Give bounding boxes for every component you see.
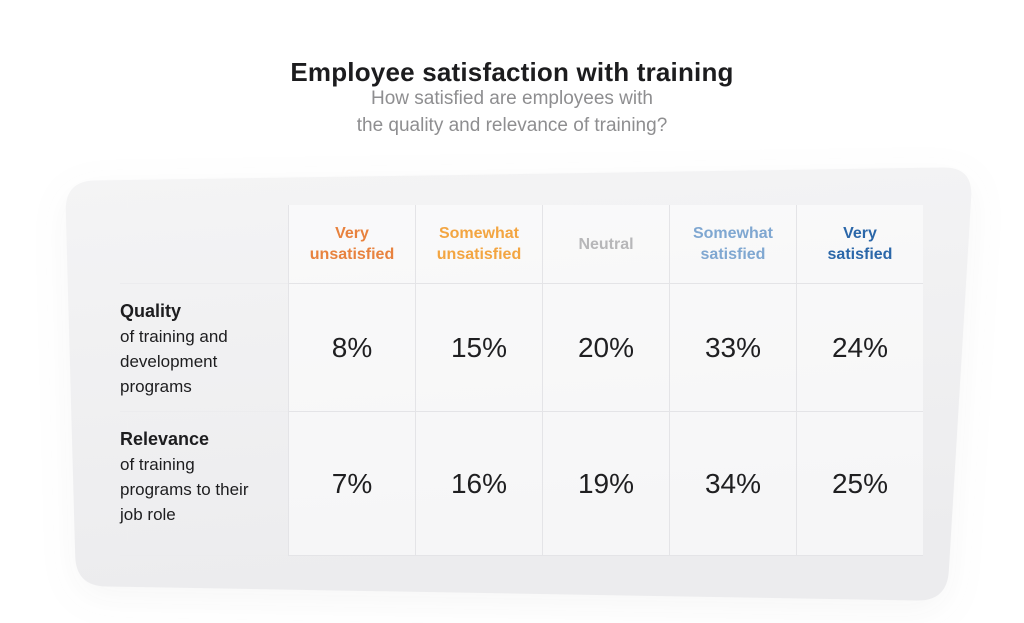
column-header-neutral: Neutral bbox=[542, 205, 669, 283]
value-relevance-very-unsatisfied: 7% bbox=[288, 411, 415, 556]
column-header-somewhat-satisfied: Somewhat satisfied bbox=[669, 205, 796, 283]
value-quality-very-unsatisfied: 8% bbox=[288, 283, 415, 411]
row-description-quality: of training and development programs bbox=[120, 327, 228, 396]
value-quality-somewhat-unsatisfied: 15% bbox=[415, 283, 542, 411]
column-header-very-unsatisfied: Very unsatisfied bbox=[288, 205, 415, 283]
satisfaction-table: Very unsatisfied Somewhat unsatisfied Ne… bbox=[120, 205, 923, 556]
value-quality-somewhat-satisfied: 33% bbox=[669, 283, 796, 411]
subtitle-line-2: the quality and relevance of training? bbox=[356, 115, 668, 136]
value-relevance-somewhat-unsatisfied: 16% bbox=[415, 411, 542, 556]
column-header-very-satisfied: Very satisfied bbox=[796, 205, 923, 283]
value-relevance-very-satisfied: 25% bbox=[796, 411, 923, 556]
value-relevance-somewhat-satisfied: 34% bbox=[669, 411, 796, 556]
header-spacer-cell bbox=[120, 205, 288, 283]
page-title: Employee satisfaction with training bbox=[290, 57, 734, 88]
value-relevance-neutral: 19% bbox=[542, 411, 669, 556]
subtitle-line-1: How satisfied are employees with bbox=[371, 88, 653, 109]
column-header-somewhat-unsatisfied: Somewhat unsatisfied bbox=[415, 205, 542, 283]
value-quality-very-satisfied: 24% bbox=[796, 283, 923, 411]
page-subtitle: How satisfied are employees with the qua… bbox=[0, 85, 1024, 139]
row-label-relevance: Relevance of training programs to their … bbox=[120, 411, 288, 556]
row-description-relevance: of training programs to their job role bbox=[120, 455, 249, 524]
row-title-relevance: Relevance bbox=[120, 429, 210, 449]
value-quality-neutral: 20% bbox=[542, 283, 669, 411]
row-title-quality: Quality bbox=[120, 301, 182, 321]
row-label-quality: Quality of training and development prog… bbox=[120, 283, 288, 411]
